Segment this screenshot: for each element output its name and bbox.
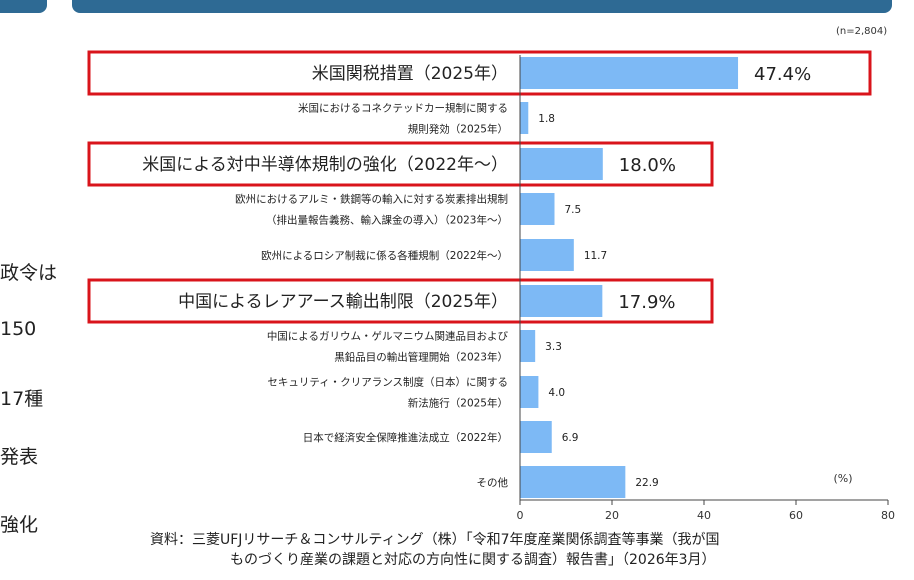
category-label: 中国によるガリウム・ゲルマニウム関連品目および xyxy=(267,330,509,343)
value-label: 7.5 xyxy=(565,204,582,216)
header-band-left xyxy=(0,0,47,13)
side-text-fragment: 150 xyxy=(0,318,37,340)
bar xyxy=(520,239,574,271)
x-tick-label: 20 xyxy=(605,509,619,522)
category-label: 米国関税措置（2025年） xyxy=(312,64,508,84)
category-label: 規則発効（2025年） xyxy=(408,123,508,136)
x-tick-label: 60 xyxy=(789,509,803,522)
value-label: 17.9% xyxy=(618,292,675,313)
bar xyxy=(520,57,739,89)
value-label: 47.4% xyxy=(754,64,811,85)
bar xyxy=(520,102,529,134)
x-tick-label: 80 xyxy=(881,509,895,522)
category-label: 黒鉛品目の輸出管理開始（2023年） xyxy=(334,351,508,364)
category-label: 日本で経済安全保障推進法成立（2022年） xyxy=(303,431,508,444)
category-label: セキュリティ・クリアランス制度（日本）に関する xyxy=(267,376,508,389)
bar-chart: 米国関税措置（2025年） 47.4% 米国におけるコネクテッドカー規制に関する規則… xyxy=(87,50,895,522)
x-tick-label: 0 xyxy=(517,509,524,522)
bar xyxy=(520,193,555,225)
highlight-box xyxy=(87,141,714,187)
value-label: 4.0 xyxy=(548,387,565,399)
source-line-1: 資料：三菱UFJリサーチ＆コンサルティング（株）「令和7年度産業関係調査等事業（… xyxy=(150,532,720,548)
bar xyxy=(520,330,536,362)
category-label: 新法施行（2025年） xyxy=(408,397,508,410)
side-text-fragment: 17種 xyxy=(0,388,44,410)
value-label: 22.9 xyxy=(635,477,658,489)
bar xyxy=(520,148,603,180)
category-label: 米国による対中半導体規制の強化（2022年～） xyxy=(142,155,508,175)
category-label: 中国によるレアアース輸出制限（2025年） xyxy=(178,292,508,312)
side-text-fragment: 発表 xyxy=(0,446,39,468)
source-line-2: ものづくり産業の課題と対応の方向性に関する調査）報告書」（2026年3月） xyxy=(230,552,716,568)
value-label: 18.0% xyxy=(619,155,676,176)
category-label: 欧州によるロシア制裁に係る各種規制（2022年～） xyxy=(261,249,508,262)
x-tick-label: 40 xyxy=(697,509,711,522)
value-label: 3.3 xyxy=(545,341,562,353)
unit-label: (%) xyxy=(833,472,852,485)
category-label: 欧州におけるアルミ・鉄鋼等の輸入に対する炭素排出規制 xyxy=(235,193,508,206)
header-band-right xyxy=(72,0,892,13)
category-label: その他 xyxy=(477,476,509,489)
bar xyxy=(520,285,603,317)
source-note: 資料：三菱UFJリサーチ＆コンサルティング（株）「令和7年度産業関係調査等事業（… xyxy=(150,530,810,570)
highlight-box xyxy=(87,278,714,324)
bar xyxy=(520,376,539,408)
side-text-fragment: 政令は xyxy=(0,262,58,284)
highlight-box xyxy=(87,50,872,96)
sample-size-note: (n=2,804) xyxy=(836,26,888,37)
category-label: 米国におけるコネクテッドカー規制に関する xyxy=(298,102,508,115)
category-label: （排出量報告義務、輸入課金の導入）（2023年～） xyxy=(266,214,508,227)
value-label: 1.8 xyxy=(538,113,555,125)
value-label: 6.9 xyxy=(562,432,579,444)
side-text-fragment: 強化 xyxy=(0,514,39,536)
bar xyxy=(520,421,552,453)
bar xyxy=(520,466,626,498)
value-label: 11.7 xyxy=(584,250,607,262)
